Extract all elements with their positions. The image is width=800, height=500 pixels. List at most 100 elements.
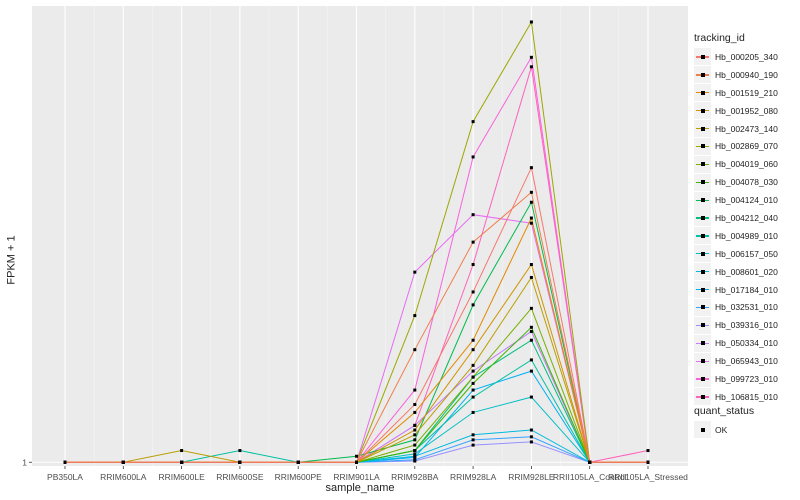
data-point [471,395,475,399]
legend-label: Hb_006157_050 [715,248,778,259]
data-point [238,460,242,464]
data-point [529,395,533,399]
data-point [471,410,475,414]
x-tick-label: RRIM928LE [508,472,555,482]
legend-item: Hb_001519_210 [694,84,798,102]
x-tick-label: PB350LA [47,472,83,482]
data-point [413,348,417,352]
data-point [471,303,475,307]
data-point [529,440,533,444]
data-point [471,338,475,342]
data-point [529,275,533,279]
legend-key [694,388,711,406]
legend-key [694,66,711,84]
legend-label: Hb_004124_010 [715,195,778,206]
legend-label: Hb_039316_010 [715,320,778,331]
data-point [413,428,417,432]
data-point [413,433,417,437]
legend-item: Hb_032531_010 [694,298,798,316]
legend-item: Hb_004019_060 [694,155,798,173]
data-point [63,460,67,464]
data-point [471,263,475,267]
legend-label: Hb_000205_340 [715,51,778,62]
legend-label: Hb_004989_010 [715,230,778,241]
legend-key [694,173,711,191]
legend-item: Hb_000940_190 [694,66,798,84]
data-point [471,381,475,385]
data-point [529,358,533,362]
legend-key [694,137,711,155]
data-point [296,460,300,464]
shape-legend-label: OK [715,424,728,435]
legend-label: Hb_106815_010 [715,391,778,402]
shape-legend: quant_status OK [694,405,798,439]
x-axis-ticks: PB350LA RRIM600LA RRIM600LE RRIM600SE RRIM60… [47,466,688,482]
data-point [471,155,475,159]
data-point [413,388,417,392]
data-point [529,338,533,342]
x-tick-label: RRIM928LA [450,472,497,482]
legend-key [694,155,711,173]
legend-key [694,102,711,120]
data-point [529,20,533,24]
data-point [180,449,184,453]
legend-key [694,334,711,352]
data-point [471,213,475,217]
data-point [529,216,533,220]
data-point [413,438,417,442]
data-point [180,460,184,464]
data-point [529,166,533,170]
data-point [529,325,533,329]
x-tick-label: RRII105LA_Stressed [608,472,688,482]
data-point [529,369,533,373]
x-tick-label: RRIM600LA [100,472,147,482]
x-tick-label: RRIM928BA [391,472,439,482]
legend-label: Hb_050334_010 [715,338,778,349]
legend-key [694,298,711,316]
legend-item: Hb_004212_040 [694,209,798,227]
data-point [529,428,533,432]
data-point [471,438,475,442]
data-point [471,348,475,352]
data-point [529,65,533,69]
data-point [471,363,475,367]
legend-item: Hb_004989_010 [694,227,798,245]
data-point [471,388,475,392]
legend-label: Hb_099723_010 [715,373,778,384]
data-point [471,369,475,373]
legend-label: Hb_004212_040 [715,212,778,223]
legend-key [694,316,711,334]
data-point [646,449,650,453]
data-point [471,240,475,244]
data-point [413,270,417,274]
legend-label: Hb_001519_210 [715,87,778,98]
data-point [471,443,475,447]
data-point [413,455,417,459]
series-points [63,20,650,464]
color-legend-items: Hb_000205_340 Hb_000940_190 Hb_001519_210 H… [694,48,798,406]
legend-item: Hb_008601_020 [694,263,798,281]
data-point [413,449,417,453]
data-point [471,375,475,379]
data-point [529,190,533,194]
legend-key [694,48,711,66]
legend-label: Hb_032531_010 [715,302,778,313]
legend-label: Hb_004078_030 [715,177,778,188]
data-point [471,290,475,294]
legend-key [694,120,711,137]
legend-item: Hb_050334_010 [694,334,798,352]
data-point [529,221,533,225]
legend-label: Hb_004019_060 [715,159,778,170]
data-point [529,200,533,204]
color-legend: tracking_id Hb_000205_340 Hb_000940_190 Hb… [694,32,798,406]
data-point [529,306,533,310]
data-point [471,120,475,124]
x-tick-label: RRII105LA_Control [553,472,627,482]
color-legend-title: tracking_id [694,32,745,44]
data-point [413,443,417,447]
shape-legend-key [694,421,711,439]
data-point [646,460,650,464]
data-point [471,433,475,437]
legend-label: Hb_002869_070 [715,141,778,152]
data-point [355,460,358,464]
